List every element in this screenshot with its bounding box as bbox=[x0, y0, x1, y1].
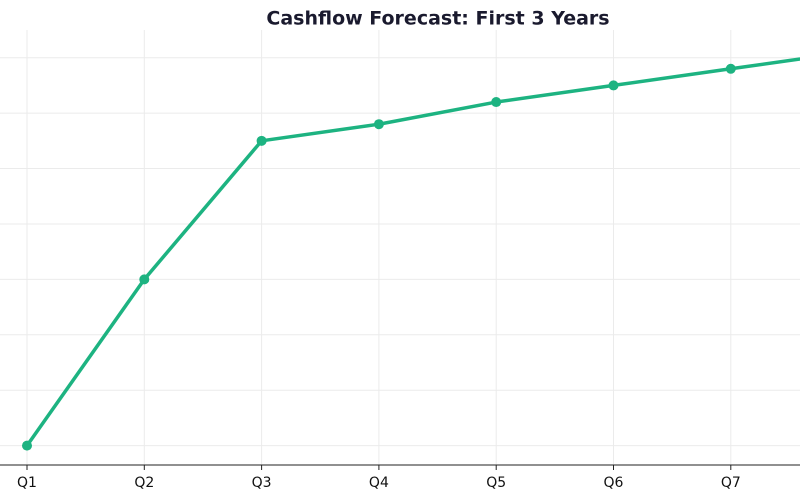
point bbox=[608, 80, 619, 91]
x-tick-label: Q4 bbox=[369, 475, 389, 491]
point bbox=[22, 440, 32, 451]
x-tick-label: Q3 bbox=[252, 475, 272, 491]
chart-title: Cashflow Forecast: First 3 Years bbox=[266, 8, 609, 30]
point bbox=[139, 274, 150, 285]
x-tick-label: Q6 bbox=[604, 475, 624, 491]
line bbox=[25, 57, 800, 447]
x-tick-label: Q5 bbox=[486, 475, 506, 491]
point bbox=[256, 135, 267, 146]
x-tick-label: Q2 bbox=[134, 475, 154, 491]
x-tick-label: Q1 bbox=[17, 475, 37, 491]
point bbox=[491, 97, 502, 108]
point bbox=[373, 119, 384, 130]
point bbox=[725, 63, 736, 74]
x-tick-label: Q7 bbox=[721, 475, 741, 491]
